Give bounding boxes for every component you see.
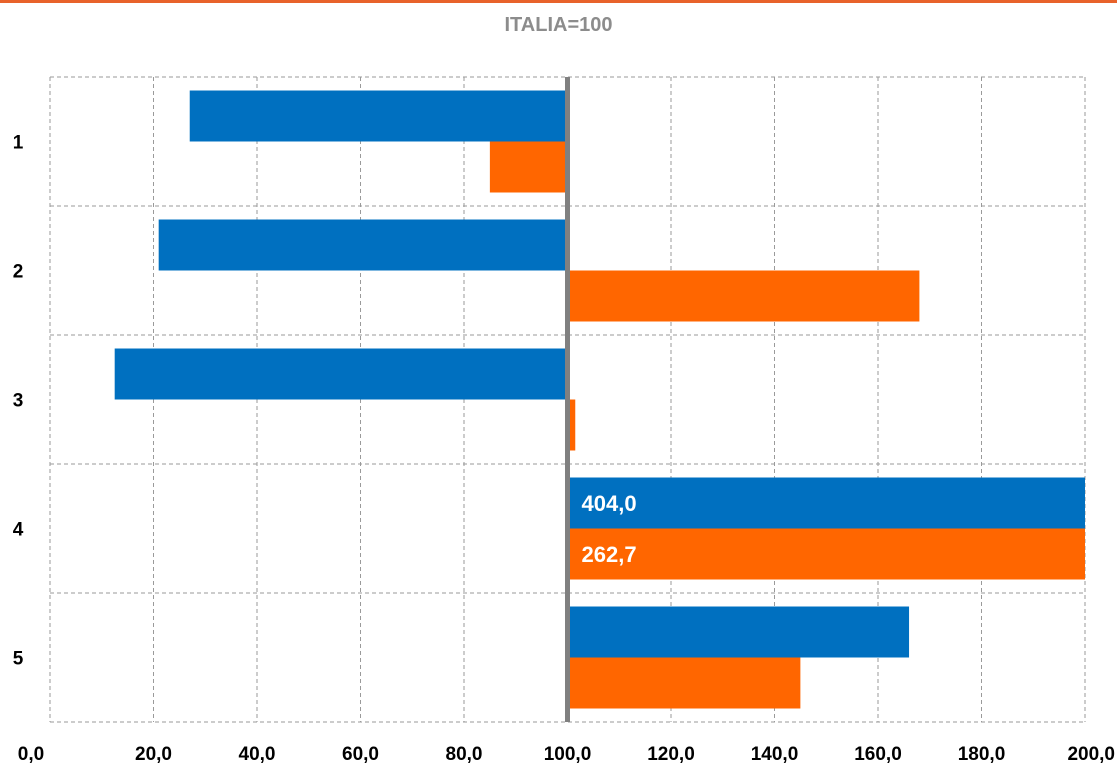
category-label-3: 3 [13, 391, 24, 412]
bar-series-2-cat-5 [567, 657, 801, 709]
x-tick-label: 80,0 [446, 744, 483, 765]
data-labels: 404,0 262,7 [582, 491, 637, 567]
category-label-4: 4 [13, 520, 24, 541]
bar-series-1-cat-2 [158, 219, 568, 271]
data-label-series-2-cat-4: 262,7 [582, 542, 637, 567]
x-tick-label: 160,0 [854, 744, 902, 765]
bar-series-2-cat-4 [567, 528, 1085, 580]
x-tick-label: 0,0 [18, 744, 44, 765]
x-tick-labels: 0,0 20,0 40,0 60,0 80,0 100,0 120,0 140,0 160,0 1… [18, 744, 1115, 765]
chart-title: ITALIA=100 [504, 14, 613, 36]
bar-series-1-cat-4 [567, 477, 1085, 529]
x-tick-label: 60,0 [342, 744, 379, 765]
bar-series-1-cat-3 [114, 348, 568, 400]
x-tick-label: 120,0 [647, 744, 695, 765]
category-label-2: 2 [13, 262, 24, 283]
category-label-1: 1 [13, 133, 24, 154]
x-tick-label: 180,0 [958, 744, 1006, 765]
bar-series-2-cat-3 [567, 399, 576, 451]
data-label-series-1-cat-4: 404,0 [582, 491, 637, 516]
x-tick-label: 20,0 [135, 744, 172, 765]
bars [114, 90, 1085, 709]
x-tick-label: 140,0 [751, 744, 799, 765]
top-accent-rule [0, 0, 1117, 3]
x-tick-label: 40,0 [239, 744, 276, 765]
bar-series-2-cat-1 [489, 141, 568, 193]
category-label-5: 5 [13, 649, 24, 670]
bar-series-1-cat-5 [567, 606, 910, 658]
category-labels: 1 2 3 4 5 [13, 133, 24, 670]
bar-series-1-cat-1 [189, 90, 568, 142]
x-tick-label: 100,0 [544, 744, 592, 765]
x-tick-label: 200,0 [1067, 744, 1115, 765]
bar-series-2-cat-2 [567, 270, 920, 322]
